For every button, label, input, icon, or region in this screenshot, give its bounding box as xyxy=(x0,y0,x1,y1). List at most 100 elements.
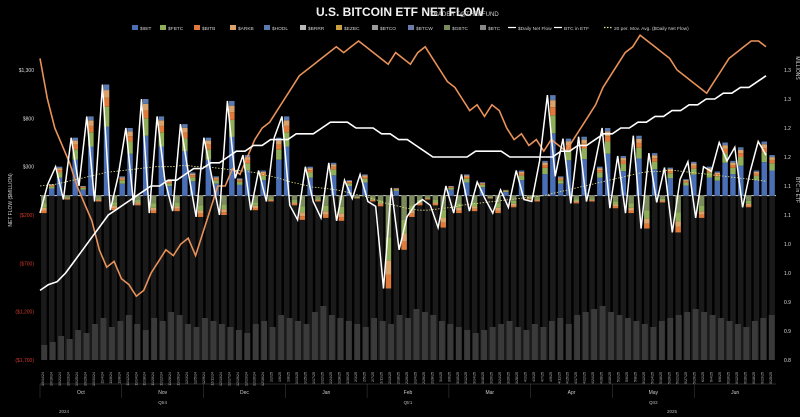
volume-bar xyxy=(286,318,293,360)
volume-bar xyxy=(354,324,361,360)
date-tick-label: 3/10/25 xyxy=(456,372,460,384)
date-tick-label: 5/22/25 xyxy=(676,372,680,384)
flow-bar-segment xyxy=(213,177,219,179)
flow-bar-segment xyxy=(573,202,580,204)
volume-bar xyxy=(210,321,217,360)
flow-bar-segment xyxy=(166,186,172,196)
background-column xyxy=(550,195,556,360)
flow-bar-segment xyxy=(620,158,627,161)
background-column xyxy=(268,195,274,360)
flow-bar-segment xyxy=(659,198,666,201)
flow-bar-segment xyxy=(197,213,204,217)
flow-bar-segment xyxy=(651,161,658,170)
volume-bar xyxy=(159,321,166,360)
date-tick-label: 11/8/24 xyxy=(117,372,121,384)
flow-bar-segment xyxy=(315,199,321,201)
date-tick-label: 11/14/24 xyxy=(134,372,138,386)
legend-swatch xyxy=(408,25,414,30)
left-tick-label: ($200) xyxy=(20,213,35,219)
flow-bar-segment xyxy=(229,112,235,120)
flow-bar-segment xyxy=(612,206,619,209)
flow-bar-segment xyxy=(229,105,235,113)
flow-bar-segment xyxy=(683,179,689,181)
background-column xyxy=(64,195,71,360)
flow-bar-segment xyxy=(463,182,470,196)
flow-bar-segment xyxy=(229,136,235,196)
flow-bar-segment xyxy=(636,158,642,196)
flow-bar-segment xyxy=(80,187,86,190)
flow-bar-segment xyxy=(573,201,580,203)
flow-bar-segment xyxy=(534,199,540,201)
flow-bar-segment xyxy=(526,198,533,199)
flow-bar-segment xyxy=(714,180,721,196)
background-column xyxy=(612,195,619,360)
date-tick-label: 12/5/24 xyxy=(194,372,198,384)
volume-bar xyxy=(430,315,437,360)
volume-bar xyxy=(100,318,107,360)
background-column xyxy=(534,195,540,360)
flow-bar-segment xyxy=(41,207,47,211)
volume-bars xyxy=(41,195,775,360)
date-tick-label: 3/4/25 xyxy=(439,372,443,382)
flow-bar-segment xyxy=(589,200,595,202)
date-tick-label: 2/11/25 xyxy=(380,372,384,384)
date-tick-label: 12/9/24 xyxy=(202,372,206,384)
chart-subtitle: TRADER T@THEPFUND xyxy=(430,12,499,18)
flow-bar-segment xyxy=(393,188,399,189)
background-column xyxy=(698,195,705,360)
background-column xyxy=(565,195,572,360)
volume-bar xyxy=(641,324,648,360)
month-label: Mar xyxy=(485,390,494,396)
date-tick-label: 6/10/25 xyxy=(726,372,730,384)
flow-bar-segment xyxy=(714,172,721,175)
background-column xyxy=(706,195,713,360)
date-tick-label: 6/4/25 xyxy=(710,372,714,382)
flow-bar-segment xyxy=(377,200,384,204)
flow-bar-segment xyxy=(158,116,165,121)
flow-bar-segment xyxy=(550,133,556,196)
flow-bar-segment xyxy=(95,198,102,200)
flow-bar-segment xyxy=(119,183,125,196)
flow-bar-segment xyxy=(150,203,157,208)
flow-bar-segment xyxy=(291,202,298,204)
flow-bar-segment xyxy=(236,184,243,196)
volume-bar xyxy=(481,330,488,360)
flow-bar-segment xyxy=(338,206,345,214)
background-column xyxy=(463,195,470,360)
moving-average-line xyxy=(39,165,767,211)
flow-bar-segment xyxy=(72,149,78,160)
daily-net-flow-line xyxy=(39,84,767,289)
flow-bar-segment xyxy=(698,214,705,218)
flow-bar-segment xyxy=(330,164,337,167)
flow-bar-segment xyxy=(244,163,251,171)
flow-bar-segment xyxy=(119,176,125,178)
month-label: May xyxy=(649,390,659,396)
flow-bar-segment xyxy=(166,182,172,184)
month-label: Feb xyxy=(404,390,413,396)
date-tick-label: 2/28/25 xyxy=(430,372,434,384)
date-tick-label: 4/9/25 xyxy=(549,372,553,382)
flow-bar-segment xyxy=(385,237,392,261)
flow-bar-segment xyxy=(542,162,548,166)
flow-bar-segment xyxy=(393,190,399,196)
volume-bar xyxy=(718,318,724,360)
flow-bar-segment xyxy=(589,195,595,199)
right-tick-label: 1.3 xyxy=(784,68,791,74)
flow-bar-segment xyxy=(189,177,196,182)
date-tick-label: 4/22/25 xyxy=(583,372,587,384)
date-tick-label: 10/23/24 xyxy=(67,372,71,386)
flow-bar-segment xyxy=(189,181,196,196)
background-column xyxy=(409,195,415,360)
volume-bar xyxy=(413,309,420,360)
flow-bar-segment xyxy=(463,175,470,177)
flow-bar-segment xyxy=(49,185,55,187)
flow-bar-segment xyxy=(604,141,611,154)
flow-bar-segment xyxy=(72,140,78,145)
volume-bar xyxy=(117,321,124,360)
flow-bar-segment xyxy=(495,210,501,214)
date-tick-label: 1/28/25 xyxy=(337,372,341,384)
background-column xyxy=(675,195,681,360)
month-label: Dec xyxy=(240,390,249,396)
volume-bar xyxy=(608,312,614,360)
flow-bar-segment xyxy=(135,203,141,206)
